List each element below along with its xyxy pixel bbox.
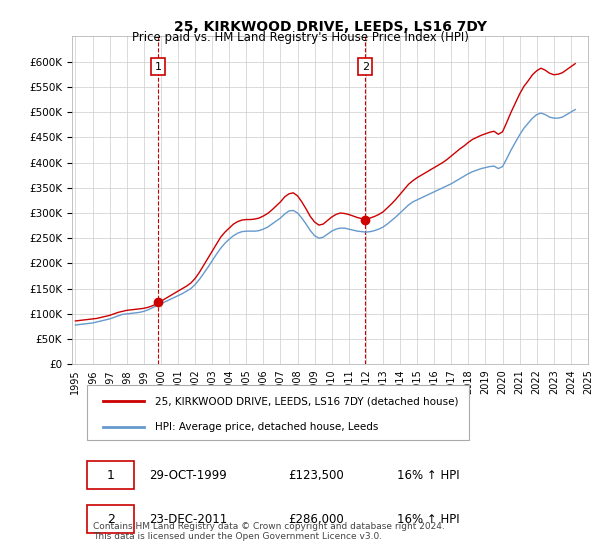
Text: £286,000: £286,000 xyxy=(289,513,344,526)
Text: 25, KIRKWOOD DRIVE, LEEDS, LS16 7DY (detached house): 25, KIRKWOOD DRIVE, LEEDS, LS16 7DY (det… xyxy=(155,396,458,406)
Text: 1: 1 xyxy=(154,62,161,72)
FancyBboxPatch shape xyxy=(88,385,469,440)
Text: 29-OCT-1999: 29-OCT-1999 xyxy=(149,469,227,482)
Text: 23-DEC-2011: 23-DEC-2011 xyxy=(149,513,227,526)
FancyBboxPatch shape xyxy=(88,506,134,533)
Text: 16% ↑ HPI: 16% ↑ HPI xyxy=(397,469,460,482)
Text: Price paid vs. HM Land Registry's House Price Index (HPI): Price paid vs. HM Land Registry's House … xyxy=(131,31,469,44)
Text: HPI: Average price, detached house, Leeds: HPI: Average price, detached house, Leed… xyxy=(155,422,378,432)
FancyBboxPatch shape xyxy=(88,461,134,489)
Text: 2: 2 xyxy=(362,62,369,72)
Text: 1: 1 xyxy=(107,469,115,482)
Title: 25, KIRKWOOD DRIVE, LEEDS, LS16 7DY: 25, KIRKWOOD DRIVE, LEEDS, LS16 7DY xyxy=(173,20,487,34)
Text: 2: 2 xyxy=(107,513,115,526)
Text: Contains HM Land Registry data © Crown copyright and database right 2024.
This d: Contains HM Land Registry data © Crown c… xyxy=(92,522,445,542)
Text: £123,500: £123,500 xyxy=(289,469,344,482)
Text: 16% ↑ HPI: 16% ↑ HPI xyxy=(397,513,460,526)
